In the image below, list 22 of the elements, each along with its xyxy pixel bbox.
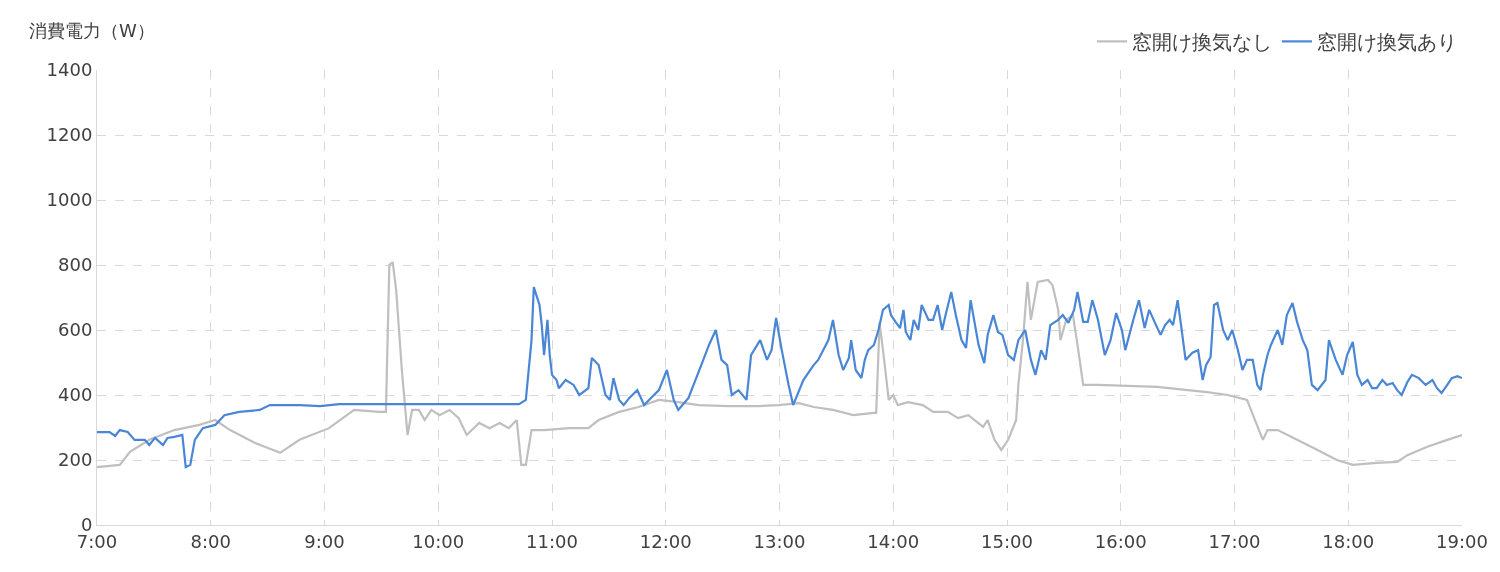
y-tick-label: 400 <box>58 384 93 406</box>
y-tick-label: 1400 <box>46 59 93 81</box>
y-tick-label: 800 <box>58 254 93 276</box>
x-tick-label: 13:00 <box>753 530 806 552</box>
x-tick-label: 10:00 <box>412 530 465 552</box>
y-axis-title: 消費電力（W） <box>29 20 155 41</box>
x-tick-label: 17:00 <box>1208 530 1261 552</box>
x-tick-label: 16:00 <box>1094 530 1147 552</box>
x-tick-label: 18:00 <box>1322 530 1375 552</box>
y-tick-label: 600 <box>58 319 93 341</box>
y-tick-label: 1000 <box>46 189 93 211</box>
x-tick-label: 14:00 <box>867 530 920 552</box>
y-tick-label: 1200 <box>46 124 93 146</box>
y-tick-label: 200 <box>58 449 93 471</box>
x-tick-label: 11:00 <box>526 530 578 552</box>
x-tick-label: 9:00 <box>304 530 345 552</box>
x-tick-label: 19:00 <box>1436 530 1488 552</box>
x-tick-label: 8:00 <box>190 530 231 552</box>
legend-label: 窓開け換気なし <box>1132 30 1272 55</box>
x-tick-label: 12:00 <box>639 530 692 552</box>
legend-label: 窓開け換気あり <box>1317 30 1457 55</box>
x-tick-label: 15:00 <box>981 530 1033 552</box>
